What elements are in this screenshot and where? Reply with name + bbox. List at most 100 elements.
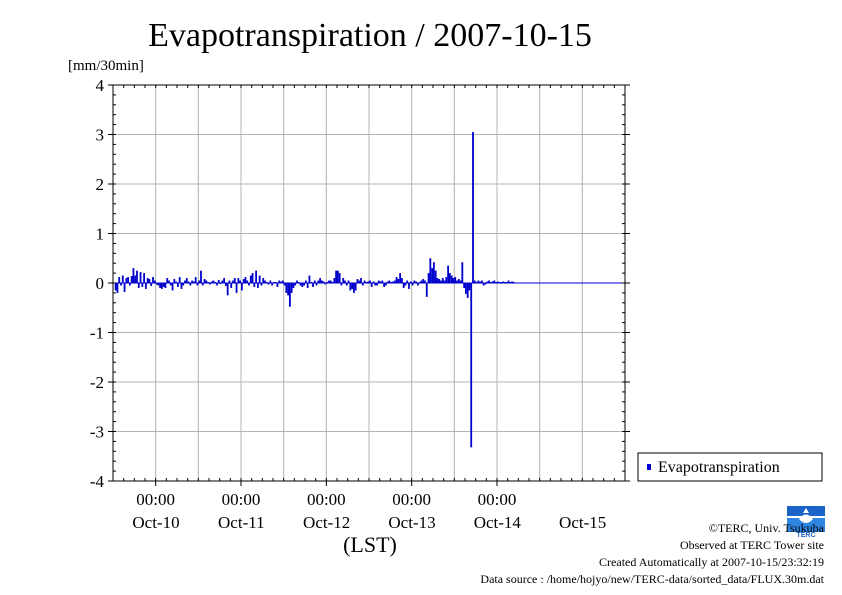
- bar: [127, 277, 130, 283]
- bar: [187, 281, 190, 283]
- bar: [402, 283, 405, 288]
- bar: [436, 278, 439, 283]
- bar: [239, 280, 242, 283]
- bar: [432, 262, 435, 283]
- bar: [370, 283, 373, 287]
- bar: [315, 283, 318, 286]
- bar: [374, 283, 377, 286]
- bar: [454, 277, 457, 283]
- bar: [248, 283, 250, 286]
- bar: [178, 277, 181, 283]
- bar: [235, 283, 238, 293]
- chart-title: Evapotranspiration / 2007-10-15: [148, 17, 592, 54]
- bar: [205, 280, 208, 283]
- x-tick-time-label: 00:00: [478, 490, 517, 509]
- bar: [175, 281, 178, 283]
- bar: [482, 283, 485, 286]
- bar: [157, 283, 160, 286]
- bar: [125, 278, 128, 283]
- bar: [397, 279, 400, 283]
- bar: [269, 280, 272, 283]
- y-tick-label: 2: [96, 175, 105, 194]
- bar: [328, 280, 330, 283]
- bar: [176, 283, 179, 287]
- bar: [168, 280, 170, 283]
- bar: [299, 283, 302, 286]
- bar: [313, 280, 316, 283]
- bar: [121, 275, 124, 283]
- bar: [303, 283, 306, 286]
- bar: [123, 283, 126, 292]
- bar: [379, 281, 382, 283]
- bar: [221, 280, 224, 283]
- bar: [431, 268, 434, 283]
- bar: [216, 283, 218, 286]
- x-tick-time-label: 00:00: [307, 490, 346, 509]
- bar: [443, 280, 446, 283]
- bar: [116, 283, 119, 293]
- bar: [388, 280, 391, 283]
- bar: [352, 283, 355, 293]
- bar: [461, 262, 464, 283]
- bar: [502, 281, 505, 283]
- bar: [420, 280, 423, 283]
- bar: [448, 273, 451, 283]
- x-tick-date-label: Oct-12: [303, 513, 350, 532]
- bar: [306, 283, 309, 288]
- bar: [308, 275, 311, 283]
- bar: [381, 280, 384, 283]
- footer-copyright: ©TERC, Univ. Tsukuba: [708, 521, 824, 535]
- bar: [159, 283, 162, 288]
- x-tick-time-label: 00:00: [136, 490, 175, 509]
- footer-source: Data source : /home/hojyo/new/TERC-data/…: [480, 572, 824, 586]
- bar: [491, 281, 494, 283]
- bar: [251, 273, 254, 283]
- bar: [182, 283, 185, 286]
- svg-text:TERC: TERC: [796, 532, 815, 539]
- bar: [496, 281, 499, 283]
- footer-observed: Observed at TERC Tower site: [679, 538, 824, 552]
- bar: [258, 275, 261, 283]
- bar: [278, 280, 281, 283]
- bar: [118, 277, 121, 283]
- bar: [336, 270, 339, 283]
- bar: [304, 280, 307, 283]
- bar: [294, 283, 297, 286]
- bar: [114, 283, 117, 291]
- bar: [488, 280, 490, 283]
- bar: [242, 279, 245, 283]
- bar: [185, 278, 188, 283]
- bar: [173, 279, 176, 283]
- bar: [152, 277, 154, 283]
- x-tick-date-label: Oct-11: [218, 513, 265, 532]
- bar: [464, 283, 467, 294]
- y-axis: 4 3 2 1 0 -1 -2 -3 -4: [90, 76, 630, 491]
- terc-logo-icon: TERC: [785, 502, 827, 539]
- bar: [416, 283, 419, 286]
- bar: [253, 283, 256, 287]
- bar: [395, 277, 398, 283]
- bar: [233, 278, 236, 283]
- y-tick-label: -2: [90, 373, 104, 392]
- bar: [344, 280, 346, 283]
- y-tick-label: -4: [90, 472, 105, 491]
- bar: [358, 280, 361, 283]
- bar: [200, 270, 202, 283]
- bar: [287, 283, 290, 296]
- bar: [198, 280, 201, 283]
- bar: [470, 283, 473, 448]
- bar: [338, 273, 341, 283]
- bar: [203, 279, 206, 283]
- x-tick-date-label: Oct-15: [559, 513, 606, 532]
- bar: [408, 283, 410, 289]
- bar: [347, 280, 350, 283]
- footer-created: Created Automatically at 2007-10-15/23:3…: [599, 555, 824, 569]
- bar: [146, 278, 149, 283]
- bar: [441, 278, 444, 283]
- bar: [386, 281, 389, 283]
- bar: [224, 283, 227, 286]
- y-tick-label: -1: [90, 324, 104, 343]
- x-tick-time-label: 00:00: [392, 490, 431, 509]
- bar: [137, 283, 140, 288]
